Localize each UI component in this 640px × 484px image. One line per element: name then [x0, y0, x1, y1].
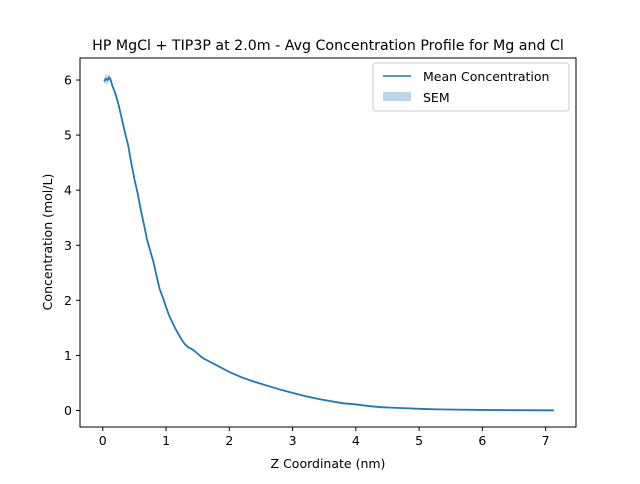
legend-line-label: Mean Concentration [423, 69, 549, 84]
y-tick-label: 0 [64, 403, 72, 418]
y-tick-label: 2 [64, 293, 72, 308]
y-axis-ticks: 0 1 2 3 4 5 6 [64, 73, 80, 418]
y-tick-label: 5 [64, 128, 72, 143]
x-tick-label: 4 [352, 433, 360, 448]
plot-area [103, 73, 554, 412]
x-tick-label: 3 [289, 433, 297, 448]
series-line-mean-concentration [103, 76, 554, 412]
x-tick-label: 2 [225, 433, 233, 448]
x-tick-label: 5 [415, 433, 423, 448]
series-line-layer [103, 76, 554, 412]
x-tick-label: 0 [99, 433, 107, 448]
y-tick-label: 6 [64, 73, 72, 88]
y-tick-label: 4 [64, 183, 72, 198]
chart-title: HP MgCl + TIP3P at 2.0m - Avg Concentrat… [92, 38, 564, 54]
x-axis-ticks: 0 1 2 3 4 5 6 7 [99, 427, 550, 448]
x-axis-label: Z Coordinate (nm) [271, 456, 386, 471]
y-axis-label: Concentration (mol/L) [40, 174, 55, 311]
x-tick-label: 7 [542, 433, 550, 448]
legend-band-swatch [383, 92, 411, 101]
legend-band-label: SEM [423, 90, 450, 105]
y-tick-label: 1 [64, 348, 72, 363]
legend-box [372, 62, 570, 112]
y-tick-label: 3 [64, 238, 72, 253]
legend: Mean Concentration SEM [372, 62, 570, 112]
x-tick-label: 1 [162, 433, 170, 448]
axes-frame [79, 57, 577, 428]
x-tick-label: 6 [478, 433, 486, 448]
